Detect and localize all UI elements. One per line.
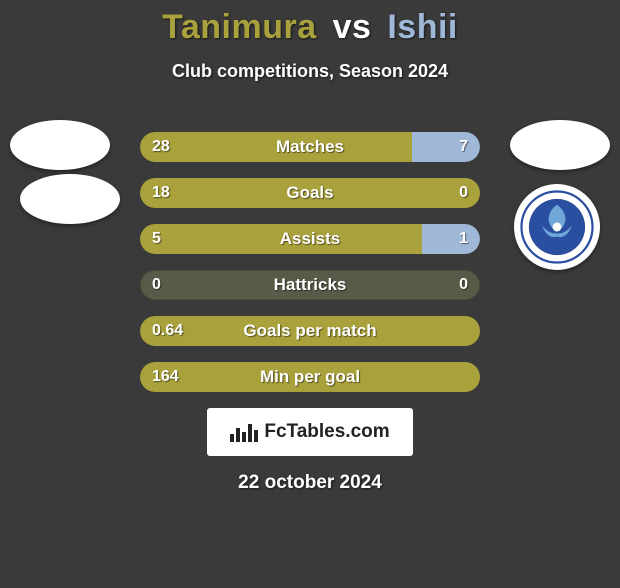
stat-bar-left bbox=[140, 178, 480, 208]
stat-value-left: 0 bbox=[152, 270, 161, 300]
stat-row: 51Assists bbox=[140, 224, 480, 254]
comparison-title: Tanimura vs Ishii bbox=[0, 8, 620, 47]
stat-row: 164Min per goal bbox=[140, 362, 480, 392]
player1-badge-bottom bbox=[20, 174, 120, 224]
stat-bar-right bbox=[422, 224, 480, 254]
stat-bar-right bbox=[412, 132, 480, 162]
stat-row: 287Matches bbox=[140, 132, 480, 162]
stat-bar-left bbox=[140, 362, 480, 392]
vs-text: vs bbox=[333, 8, 372, 46]
stat-bar-left bbox=[140, 224, 422, 254]
player2-club-badge bbox=[514, 184, 600, 270]
stat-row: 180Goals bbox=[140, 178, 480, 208]
chart-icon bbox=[230, 422, 258, 442]
stat-bar-left bbox=[140, 132, 412, 162]
stat-label: Hattricks bbox=[140, 270, 480, 300]
stat-row: 0 0Hattricks bbox=[140, 270, 480, 300]
stat-bar-left bbox=[140, 316, 480, 346]
watermark: FcTables.com bbox=[207, 408, 413, 456]
stat-row: 0.64Goals per match bbox=[140, 316, 480, 346]
player1-badge-top bbox=[10, 120, 110, 170]
stats-container: 287Matches 180Goals 51Assists 0 0Hattricks 0.… bbox=[140, 132, 480, 392]
watermark-text: FcTables.com bbox=[264, 421, 389, 443]
subtitle: Club competitions, Season 2024 bbox=[0, 61, 620, 82]
club-crest-icon bbox=[520, 190, 594, 264]
player2-badge-top bbox=[510, 120, 610, 170]
stat-value-right: 0 bbox=[459, 270, 468, 300]
player2-name: Ishii bbox=[387, 8, 458, 46]
date-text: 22 october 2024 bbox=[0, 472, 620, 494]
player1-name: Tanimura bbox=[162, 8, 317, 46]
